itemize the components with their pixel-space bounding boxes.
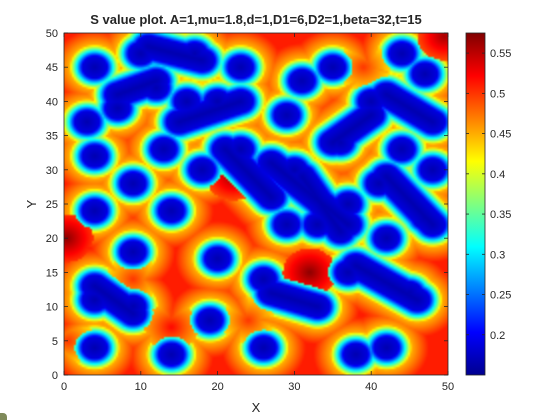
y-tick-label: 20 — [46, 233, 58, 245]
colorbar: 0.2 0.25 0.3 0.35 0.4 0.45 0.5 0.55 — [465, 32, 511, 376]
heatmap-image — [64, 33, 448, 375]
y-tick-label: 40 — [46, 96, 58, 108]
y-tick-label: 25 — [46, 199, 58, 211]
x-tick-label: 40 — [365, 381, 377, 393]
colorbar-tick-label: 0.35 — [490, 209, 511, 221]
x-tick-label: 20 — [211, 381, 223, 393]
colorbar-tick-label: 0.55 — [490, 48, 511, 60]
corner-cursor-marker — [0, 413, 7, 420]
x-tick-label: 0 — [61, 381, 67, 393]
colorbar-tick-label: 0.3 — [490, 249, 505, 261]
x-axis: 0 10 20 30 40 50 — [61, 33, 454, 393]
colorbar-tick-label: 0.45 — [490, 129, 511, 141]
y-tick-label: 15 — [46, 267, 58, 279]
y-tick-label: 35 — [46, 131, 58, 143]
y-axis: 0 5 10 15 20 25 30 35 40 45 50 — [46, 28, 448, 382]
colorbar-tick-label: 0.25 — [490, 290, 511, 302]
colorbar-frame — [465, 32, 486, 376]
y-axis-label: Y — [24, 199, 39, 208]
colorbar-gradient — [466, 33, 485, 375]
colorbar-tick-label: 0.2 — [490, 330, 505, 342]
y-tick-label: 5 — [52, 336, 58, 348]
colorbar-tick-label: 0.4 — [490, 169, 505, 181]
y-tick-label: 0 — [52, 370, 58, 382]
x-tick-label: 30 — [288, 381, 300, 393]
x-tick-label: 50 — [442, 381, 454, 393]
y-tick-label: 50 — [46, 28, 58, 40]
x-tick-label: 10 — [135, 381, 147, 393]
y-tick-label: 30 — [46, 165, 58, 177]
x-axis-label: X — [252, 400, 261, 415]
colorbar-ticks: 0.2 0.25 0.3 0.35 0.4 0.45 0.5 0.55 — [466, 48, 511, 342]
colorbar-tick-label: 0.5 — [490, 88, 505, 100]
y-tick-label: 10 — [46, 302, 58, 314]
plot-area — [63, 32, 449, 376]
chart-title: S value plot. A=1,mu=1.8,d=1,D1=6,D2=1,b… — [90, 12, 422, 27]
y-tick-label: 45 — [46, 62, 58, 74]
